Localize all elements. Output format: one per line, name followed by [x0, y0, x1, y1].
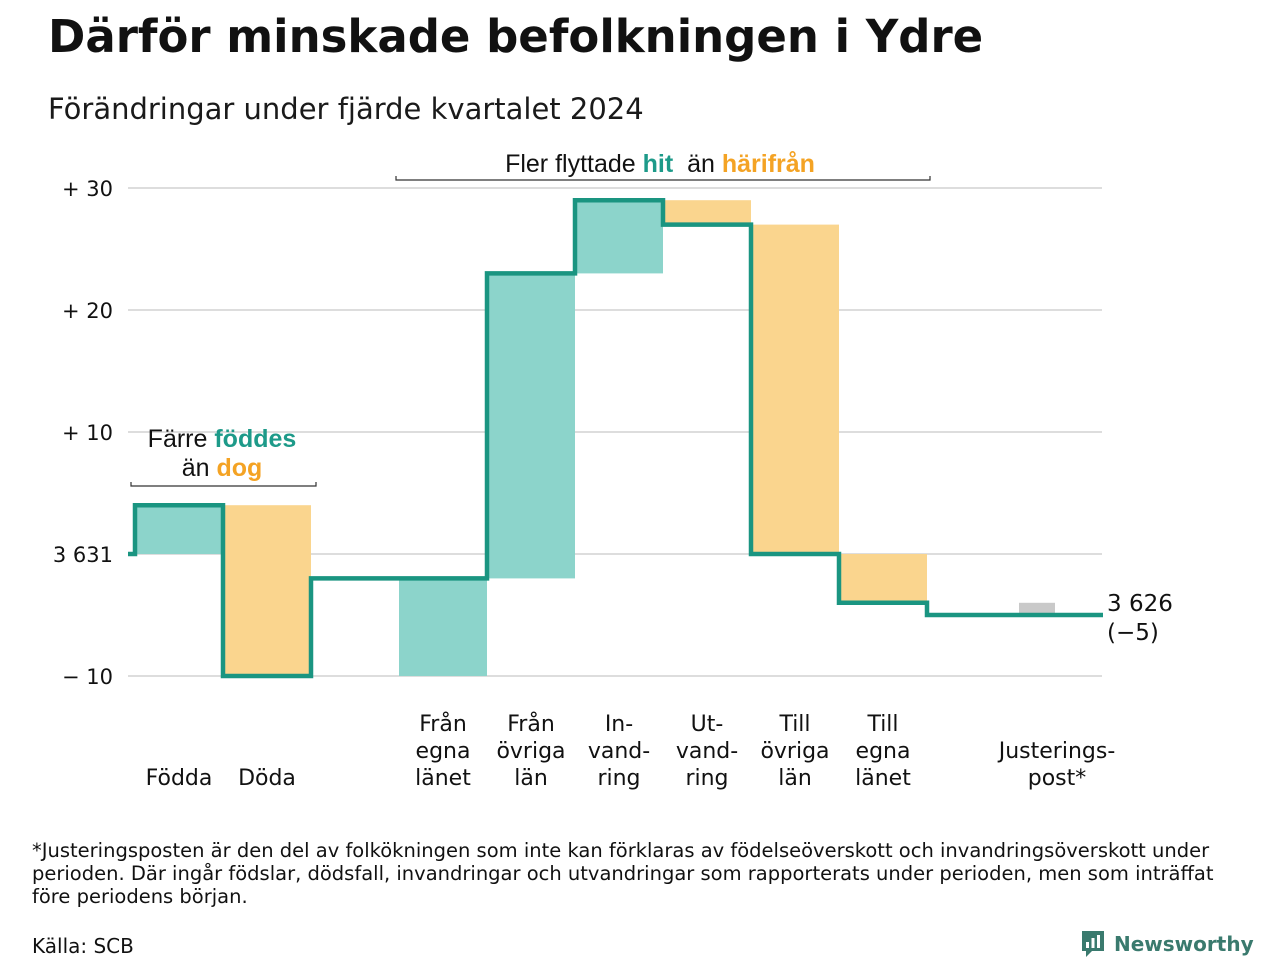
source-credit: Källa: SCB: [32, 934, 134, 958]
category-label: Ut-: [691, 712, 724, 737]
running-total-path: [128, 197, 1103, 679]
category-label: länet: [415, 766, 471, 791]
y-tick-label: + 10: [62, 421, 113, 445]
category-label: Från: [419, 711, 467, 737]
category-label: ring: [685, 766, 728, 791]
category-labels: Födda DödaFrånegnalänetFrånövrigalänIn-va…: [146, 711, 1116, 791]
newsworthy-logo-icon: [1082, 931, 1104, 957]
brand-name: Newsworthy: [1114, 932, 1254, 956]
bar: [751, 224, 839, 554]
category-label: Döda: [238, 766, 296, 791]
category-label: Från: [507, 711, 555, 737]
category-label: länet: [855, 766, 911, 791]
category-label: Till: [866, 712, 898, 737]
bracket-moves: [395, 176, 931, 181]
category-label: övriga: [496, 739, 565, 764]
category-label: post*: [1028, 766, 1087, 791]
y-tick-label: 3 631: [53, 543, 113, 567]
brand-logo: Newsworthy: [1080, 929, 1254, 959]
annotation-moves: Fler flyttade hit än härifrån: [395, 150, 925, 179]
bar: [223, 505, 311, 676]
category-label: Justerings-: [997, 739, 1116, 764]
category-label: vand-: [588, 739, 650, 764]
bar: [487, 273, 575, 579]
annotation-births: Färre föddes än dog: [122, 425, 322, 483]
category-label: övriga: [760, 739, 829, 764]
category-label: egna: [856, 739, 911, 764]
bar: [663, 200, 751, 225]
category-label: län: [514, 766, 548, 791]
bar: [399, 578, 487, 676]
category-label: län: [778, 766, 812, 791]
page-subtitle: Förändringar under fjärde kvartalet 2024: [48, 92, 644, 126]
bar: [135, 505, 223, 554]
annotation-births-mid: än: [181, 454, 210, 482]
y-tick-label: + 20: [62, 299, 113, 323]
bar: [839, 554, 927, 603]
category-label: ring: [597, 766, 640, 791]
end-change: (−5): [1107, 620, 1159, 646]
page-title: Därför minskade befolkningen i Ydre: [48, 10, 984, 63]
category-label: egna: [416, 739, 471, 764]
running-total-line: [128, 197, 1103, 679]
bars: [135, 200, 1055, 676]
bracket-births: [130, 482, 317, 487]
y-tick-labels: + 30 + 20 + 10 3 631 − 10: [53, 177, 113, 689]
bar: [1019, 602, 1055, 615]
annotation-moves-highlight-a: hit: [642, 150, 674, 178]
waterfall-chart: + 30+ 20+ 103 631− 10 Födda DödaFrånegnal…: [53, 176, 1173, 791]
annotation-moves-mid: än: [687, 150, 715, 178]
category-label: Födda: [146, 766, 213, 791]
annotation-births-pre: Färre: [147, 425, 208, 453]
category-label: Till: [778, 712, 810, 737]
end-value-label: 3 626 (−5): [1107, 591, 1173, 646]
annotation-births-highlight-b: dog: [216, 454, 263, 482]
category-label: vand-: [676, 739, 738, 764]
category-label: In-: [605, 712, 633, 737]
annotation-brackets: [130, 176, 931, 487]
y-tick-label: + 30: [62, 177, 113, 201]
annotation-moves-pre: Fler flyttade: [505, 150, 636, 178]
annotation-births-highlight-a: föddes: [214, 425, 297, 453]
end-value: 3 626: [1107, 591, 1173, 617]
footnote: *Justeringsposten är den del av folkökni…: [32, 839, 1214, 908]
annotation-moves-highlight-b: härifrån: [721, 150, 815, 178]
y-tick-label: − 10: [62, 665, 113, 689]
bar: [575, 200, 663, 274]
